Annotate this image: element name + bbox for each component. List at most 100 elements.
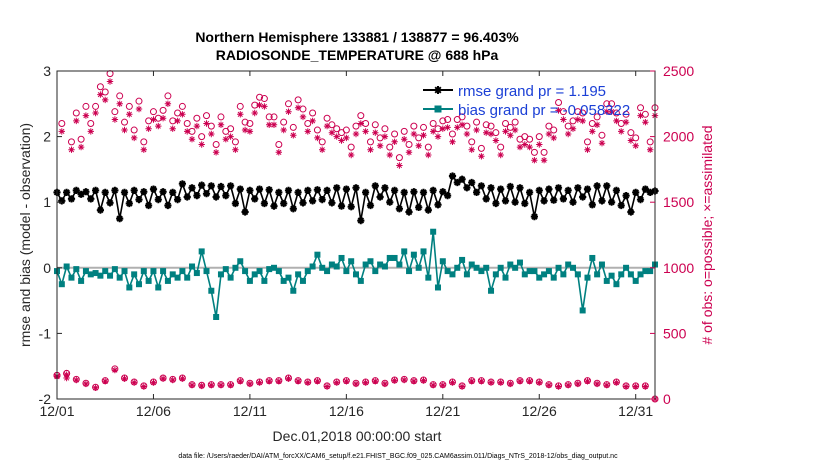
obs-possible-point [473,118,481,126]
rmse-point [304,186,312,194]
obs-assimilated-point [275,149,282,156]
obs-assimilated-point [131,379,138,386]
bias-point [107,272,114,279]
bias-point [541,271,548,278]
bias-point [478,268,485,275]
rmse-point [535,186,543,194]
obs-assimilated-point [444,124,451,131]
obs-possible-point [149,108,157,116]
obs-assimilated-point [487,130,495,138]
obs-assimilated-point [632,383,639,390]
obs-assimilated-point [647,146,654,153]
obs-possible-point [304,119,312,127]
obs-assimilated-point [531,157,538,164]
obs-assimilated-point [251,109,258,117]
obs-assimilated-point [145,125,152,132]
rmse-point [183,193,191,201]
obs-possible-point [627,129,635,137]
rmse-point [106,199,114,207]
bias-point [135,281,142,288]
obs-possible-point [598,131,606,139]
obs-assimilated-point [540,157,548,164]
bias-point [256,268,263,275]
rmse-point [255,185,264,193]
bias-point [348,258,355,265]
obs-possible-point [313,126,321,134]
bias-point [63,263,70,270]
y-right-tick-label: 500 [663,325,687,341]
obs-assimilated-point [188,382,196,389]
obs-assimilated-point [92,109,99,117]
bias-point [222,266,229,273]
obs-assimilated-point [579,117,586,125]
obs-assimilated-point [246,380,254,388]
rmse-point [72,186,80,194]
y-axis-right: 0 500 1000 1500 2000 2500 [650,63,694,407]
obs-possible-point [362,119,370,127]
obs-possible-point [121,118,129,126]
bias-point [324,268,331,275]
bias-point [314,251,321,258]
bias-point [309,263,316,270]
bias-point [420,248,427,255]
bias-point [299,277,306,284]
rmse-point [207,182,215,190]
obs-possible-point [400,127,408,135]
obs-possible-point [550,126,558,134]
rmse-point [593,182,601,190]
obs-assimilated-point [323,383,331,390]
bias-point [328,261,335,268]
obs-assimilated-point [169,125,176,132]
rmse-point [612,186,620,194]
obs-assimilated-point [333,133,340,140]
obs-possible-point [530,148,538,156]
bias-point [410,251,417,258]
obs-assimilated-point [304,379,311,386]
obs-assimilated-point [468,146,475,153]
bias-point [579,307,586,314]
rmse-point [376,193,384,201]
obs-possible-point [116,92,124,100]
bias-point [353,271,359,278]
bias-point [545,268,552,275]
obs-assimilated-point [410,130,418,138]
obs-assimilated-point [217,121,225,128]
rmse-point [400,188,408,196]
obs-assimilated-point [140,146,147,153]
plot-frame [56,70,656,400]
bias-point [304,268,311,275]
obs-possible-point [289,123,297,131]
bias-point [434,284,441,291]
obs-possible-point [256,93,264,101]
obs-assimilated-point [545,130,553,138]
x-tick-label: 12/26 [522,403,557,419]
obs-possible-point [275,140,283,148]
obs-possible-point [130,126,138,134]
rmse-point [477,182,485,190]
obs-assimilated-point [319,146,326,153]
obs-assimilated-point [381,133,389,140]
bias-point [290,287,297,294]
obs-possible-point [188,127,196,135]
x-tick-label: 12/16 [329,403,364,419]
obs-possible-point [424,143,432,151]
rmse-point [545,185,553,193]
obs-assimilated-point [280,126,287,134]
bias-point [377,261,384,268]
obs-possible-point [420,123,428,131]
obs-possible-point [482,121,490,129]
obs-assimilated-point [362,128,369,135]
obs-possible-point [198,133,206,141]
rmse-point [202,190,211,198]
obs-assimilated-point [92,384,99,391]
rmse-point [154,196,162,204]
obs-assimilated-point [492,137,500,144]
rmse-point [458,175,466,183]
obs-possible-point [357,112,365,120]
rmse-point [63,188,71,196]
rmse-point [357,217,365,225]
obs-assimilated-point [82,112,90,119]
obs-assimilated-point [159,115,167,122]
obs-possible-point [241,118,249,126]
